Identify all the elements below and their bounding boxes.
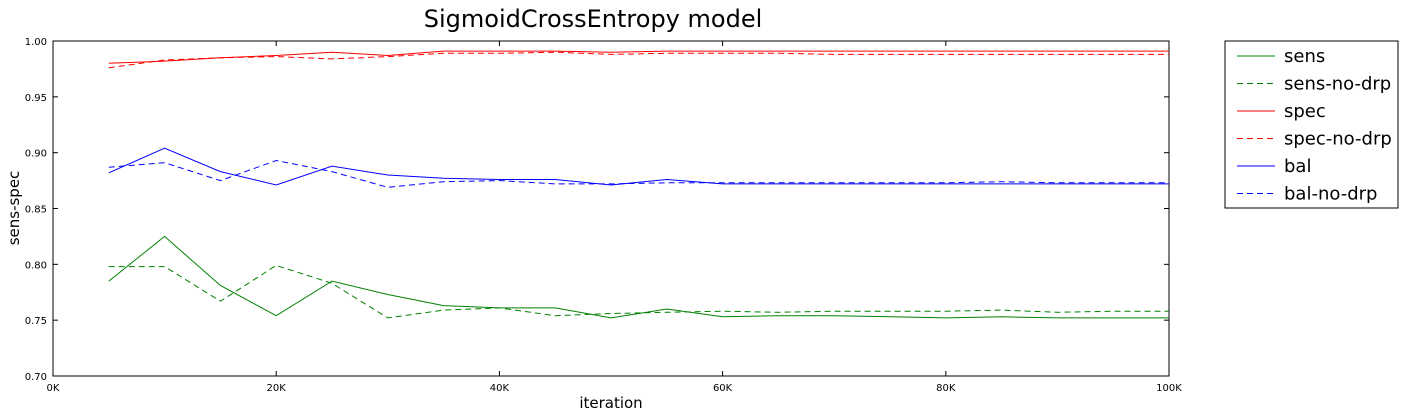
series-line-bal (108, 147, 1169, 186)
plot-frame (52, 40, 1170, 377)
y-tick-label: 0.80 (25, 260, 47, 271)
y-tick-label: 1.00 (25, 37, 47, 48)
legend: sens sens-no-drp spec spec-no-drp bal bal-no-… (1224, 40, 1399, 209)
chart-title: SigmoidCrossEntropy model (424, 5, 763, 33)
x-tick-label: 40K (490, 383, 510, 394)
series-line-sens-no-drp (108, 264, 1169, 319)
x-ticks: 0K 20K 40K 60K 80K 100K (47, 41, 1182, 394)
x-tick-label: 0K (47, 383, 60, 394)
y-tick-label: 0.75 (25, 316, 47, 327)
x-tick-label: 20K (267, 383, 287, 394)
legend-label-sens-no-drp: sens-no-drp (1284, 74, 1391, 95)
legend-entries: sens sens-no-drp spec spec-no-drp bal bal-no-… (1237, 46, 1392, 205)
y-tick-label: 0.70 (25, 372, 47, 383)
x-tick-label: 80K (936, 383, 956, 394)
legend-label-bal: bal (1284, 156, 1311, 177)
y-ticks: 0.70 0.75 0.80 0.85 0.90 0.95 1.00 (25, 37, 1169, 383)
y-axis-title: sens-spec (5, 171, 23, 246)
legend-label-bal-no-drp: bal-no-drp (1284, 184, 1377, 205)
series-line-spec-no-drp (108, 51, 1169, 69)
legend-box (1224, 40, 1399, 209)
x-tick-label: 100K (1156, 383, 1182, 394)
legend-label-sens: sens (1284, 46, 1325, 67)
x-axis-title: iteration (579, 394, 642, 412)
legend-label-spec-no-drp: spec-no-drp (1284, 129, 1392, 150)
series-line-bal-no-drp (108, 159, 1169, 188)
legend-label-spec: spec (1284, 101, 1326, 122)
x-tick-label: 60K (713, 383, 733, 394)
series-line-spec (108, 50, 1169, 64)
y-tick-label: 0.85 (25, 205, 47, 216)
y-tick-label: 0.90 (25, 149, 47, 160)
y-tick-label: 0.95 (25, 93, 47, 104)
series-line-sens (108, 235, 1169, 319)
plot-area: 0K 20K 40K 60K 80K 100K 0.700.750.800.850.900… (25, 37, 1183, 394)
series-lines (108, 50, 1169, 319)
